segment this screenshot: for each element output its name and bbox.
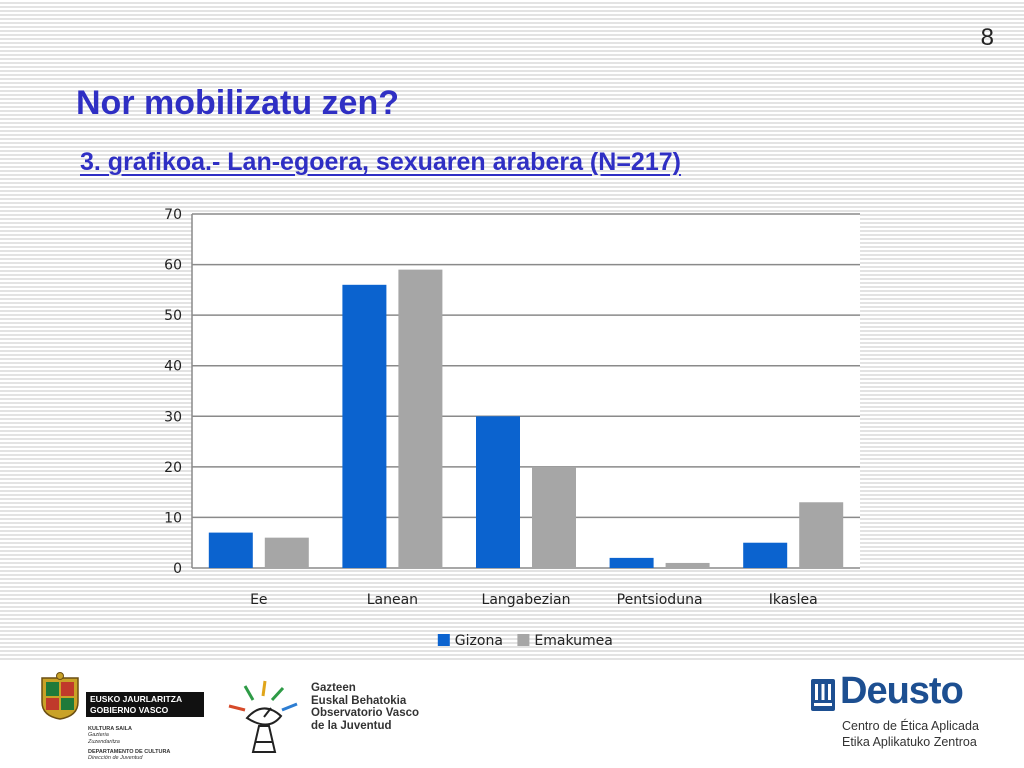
deusto-emblem-icon	[811, 679, 835, 711]
bar-lanean-gizona	[342, 284, 387, 568]
legend-swatch	[437, 634, 450, 646]
bar-langabezian-gizona	[476, 416, 520, 568]
footer: EUSKO JAURLARITZA GOBIERNO VASCO KULTURA…	[0, 660, 1024, 768]
x-tick-label: Ee	[250, 592, 267, 608]
dept-line-3: Zuzendaritza	[88, 738, 120, 745]
observatory-line-4: de la Juventud	[311, 719, 392, 732]
bar-ee-emakumea	[264, 537, 309, 568]
bar-ee-gizona	[208, 532, 253, 568]
chart-subtitle: 3. grafikoa.- Lan-egoera, sexuaren arabe…	[80, 148, 681, 176]
youth-observatory-logo: Gazteen Euskal Behatokia Observatorio Va…	[225, 678, 425, 763]
bar-langabezian-emakumea	[532, 466, 576, 568]
coat-of-arms-icon	[41, 672, 79, 720]
satellite-dish-icon	[228, 680, 298, 753]
y-tick-label: 40	[164, 359, 182, 375]
deusto-name: Deusto	[840, 670, 964, 712]
observatory-line-3: Observatorio Vasco	[311, 707, 420, 720]
y-tick-label: 20	[164, 460, 182, 476]
y-tick-label: 30	[164, 409, 182, 425]
y-tick-label: 60	[164, 258, 182, 274]
x-tick-label: Langabezian	[482, 592, 571, 608]
bar-pentsioduna-gizona	[609, 557, 654, 568]
bar-ikaslea-emakumea	[799, 502, 844, 568]
basque-government-logo: EUSKO JAURLARITZA GOBIERNO VASCO KULTURA…	[38, 672, 208, 762]
page-title: Nor mobilizatu zen?	[76, 84, 399, 122]
y-tick-label: 70	[164, 207, 182, 223]
deusto-line-1: Centro de Ética Aplicada	[842, 719, 979, 733]
basque-gov-name-es: GOBIERNO VASCO	[90, 704, 169, 715]
legend-swatch	[517, 634, 530, 646]
x-tick-label: Pentsioduna	[617, 592, 703, 608]
bar-ikaslea-gizona	[743, 542, 788, 568]
y-tick-label: 0	[173, 561, 182, 577]
observatory-line-2: Euskal Behatokia	[311, 694, 407, 707]
observatory-line-1: Gazteen	[311, 682, 356, 694]
deusto-line-2: Etika Aplikatuko Zentroa	[842, 735, 977, 750]
bar-lanean-emakumea	[398, 269, 443, 568]
bar-pentsioduna-emakumea	[665, 562, 710, 568]
legend-label: Gizona	[455, 633, 503, 649]
dept-line-4: DEPARTAMENTO DE CULTURA	[88, 748, 171, 755]
x-tick-label: Lanean	[367, 592, 418, 608]
dept-line-1: KULTURA SAILA	[88, 726, 132, 732]
legend-label: Emakumea	[534, 633, 612, 649]
y-tick-label: 10	[164, 510, 182, 526]
deusto-logo: Deusto Centro de Ética Aplicada Etika Ap…	[810, 670, 1000, 764]
x-tick-label: Ikaslea	[769, 592, 818, 608]
bar-chart: 0 10 20 30 40 50 60 70 Ee Lanean Langabezian Pentsi…	[164, 207, 860, 649]
y-tick-label: 50	[164, 308, 182, 324]
dept-line-2: Gazteria	[88, 732, 109, 739]
basque-gov-name-eu: EUSKO JAURLARITZA	[90, 694, 183, 704]
slide-number: 8	[980, 24, 994, 51]
dept-line-5: Dirección de Juventud	[88, 755, 143, 762]
plot-area	[192, 214, 860, 568]
